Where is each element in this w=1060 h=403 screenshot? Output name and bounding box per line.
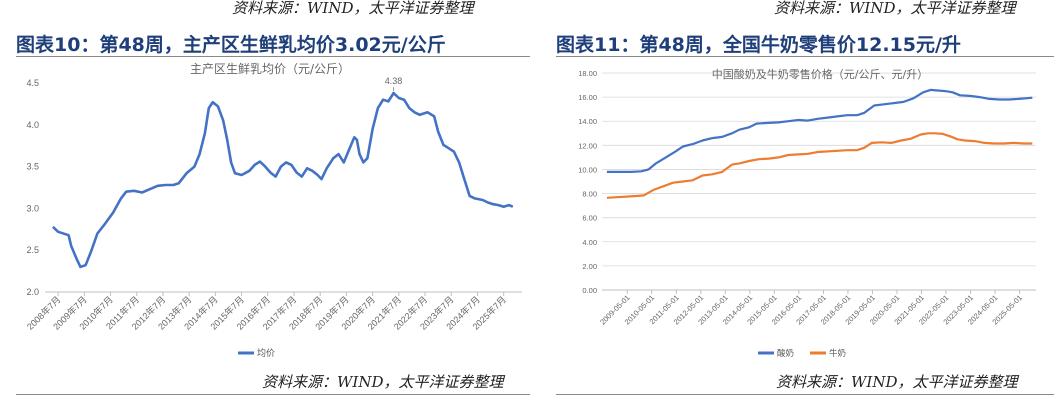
right-legend-label: 酸奶 [777, 348, 794, 359]
left-top-source: 资料来源：WIND，太平洋证券整理 [232, 0, 474, 17]
right-bottom-rule [556, 394, 1054, 395]
left-chart-title: 主产区生鲜乳均价（元/公斤） [190, 62, 350, 76]
right-y-tick-label: 6.00 [582, 214, 597, 223]
left-y-tick-label: 4.5 [26, 78, 39, 88]
right-y-tick-label: 18.00 [578, 69, 597, 78]
right-y-tick-label: 2.00 [582, 262, 597, 271]
right-top-source: 资料来源：WIND，太平洋证券整理 [774, 0, 1016, 17]
left-title-rule [16, 56, 530, 57]
right-chart-title: 中国酸奶及牛奶零售价格（元/公斤、元/升） [712, 67, 928, 81]
left-figure-title: 图表10：第48周，主产区生鲜乳均价3.02元/公斤 [16, 34, 446, 56]
left-legend-label: 均价 [257, 347, 275, 359]
right-series-line-1 [606, 132, 1033, 199]
left-y-tick-label: 3.5 [26, 162, 39, 172]
left-y-tick-label: 4.0 [26, 120, 39, 130]
right-title-rule [556, 56, 1054, 57]
left-bottom-rule [16, 394, 530, 395]
right-y-tick-label: 0.00 [582, 286, 597, 295]
right-legend-label: 牛奶 [829, 348, 846, 359]
right-bottom-source: 资料来源：WIND，太平洋证券整理 [776, 373, 1018, 391]
right-y-tick-label: 16.00 [578, 93, 597, 102]
right-series-line-0 [606, 88, 1033, 173]
left-series-line-0 [51, 91, 514, 269]
left-y-tick-label: 3.0 [26, 203, 39, 213]
right-y-tick-label: 4.00 [582, 238, 597, 247]
right-y-tick-label: 12.00 [578, 141, 597, 150]
right-figure-title: 图表11：第48周，全国牛奶零售价12.15元/升 [556, 34, 961, 56]
left-y-tick-label: 2.0 [26, 287, 39, 297]
right-y-tick-label: 14.00 [578, 117, 597, 126]
right-y-tick-label: 10.00 [578, 165, 597, 174]
left-y-tick-label: 2.5 [26, 245, 39, 255]
left-bottom-source: 资料来源：WIND，太平洋证券整理 [262, 373, 504, 391]
left-annotation-label: 4.38 [385, 76, 403, 86]
right-y-tick-label: 8.00 [582, 190, 597, 199]
